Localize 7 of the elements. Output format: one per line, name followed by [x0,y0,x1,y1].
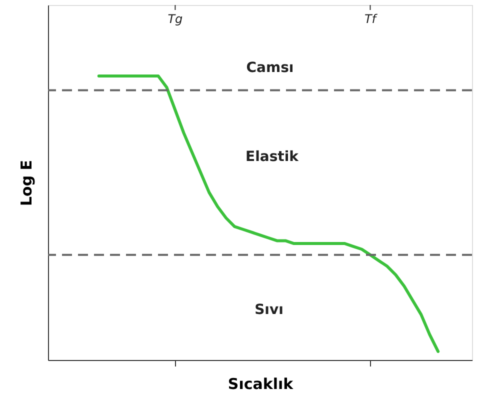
x-axis-title: Sıcaklık [228,375,294,393]
y-axis-title: Log E [18,160,36,206]
x-tick-label: Tg [168,12,184,26]
annotation: Camsı [246,60,294,76]
annotation: Sıvı [254,302,284,318]
annotation: Elastik [246,149,300,165]
x-tick-label: Tf [364,12,378,26]
